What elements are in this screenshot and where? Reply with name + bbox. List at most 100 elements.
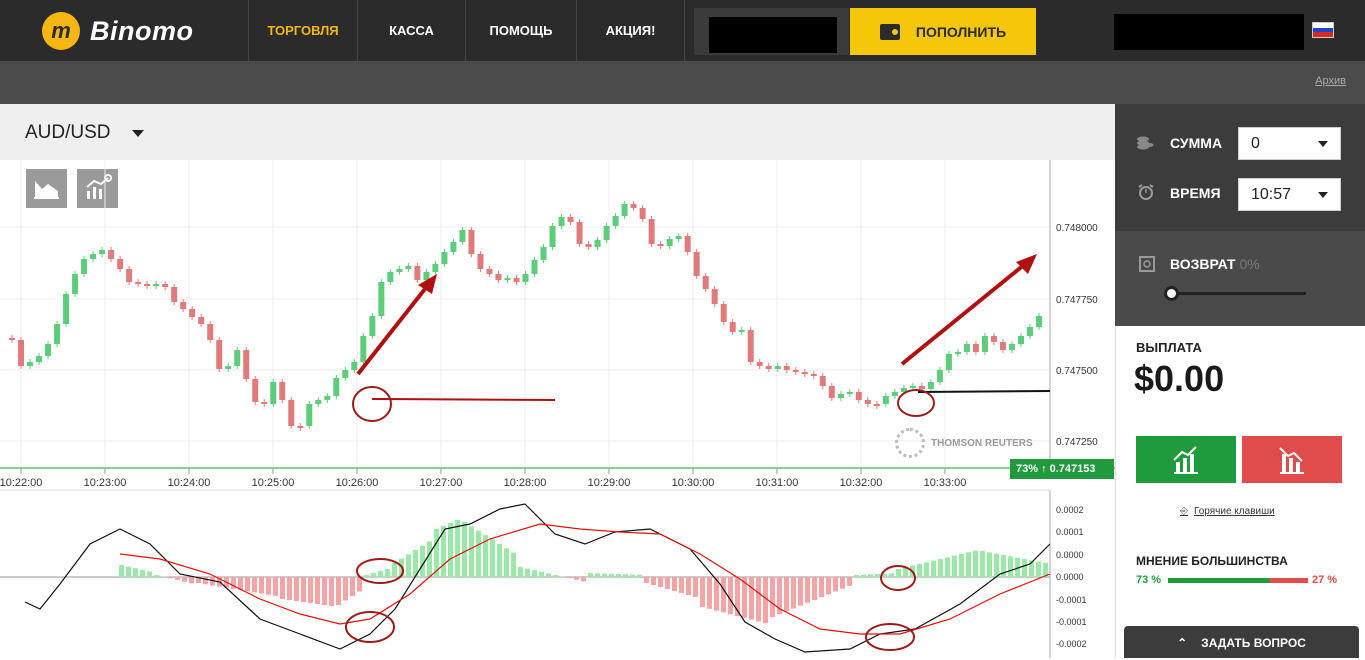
oscillator-tick-label: 0.0001 xyxy=(1056,527,1084,537)
histogram-bar xyxy=(889,573,894,577)
chevron-up-icon: ⌃ xyxy=(1177,636,1187,650)
call-up-button[interactable] xyxy=(1136,436,1236,483)
oscillator-tick-label: 0.0000 xyxy=(1056,550,1084,560)
histogram-bar xyxy=(728,577,733,614)
candle xyxy=(45,344,51,356)
candle xyxy=(793,370,799,372)
amount-select[interactable]: 0 xyxy=(1238,127,1341,160)
candle xyxy=(54,324,60,344)
histogram-bar xyxy=(462,522,467,577)
histogram-bar xyxy=(378,571,383,577)
histogram-bar xyxy=(588,573,593,577)
candle xyxy=(270,382,276,404)
histogram-bar xyxy=(791,577,796,609)
time-tick-label: 10:28:00 xyxy=(504,477,547,489)
histogram-bar xyxy=(504,548,509,577)
candle xyxy=(360,336,366,362)
archive-link[interactable]: Архив xyxy=(1315,75,1346,87)
histogram-bar xyxy=(924,562,929,577)
deposit-button[interactable]: ПОПОЛНИТЬ xyxy=(850,8,1036,55)
account-balance-redacted[interactable] xyxy=(709,17,837,53)
candle xyxy=(306,404,312,426)
candle xyxy=(477,254,483,269)
candle xyxy=(694,252,700,276)
candle xyxy=(288,400,294,426)
histogram-bar xyxy=(833,577,838,592)
ask-question-button[interactable]: ⌃ЗАДАТЬ ВОПРОС xyxy=(1124,626,1359,658)
user-info-redacted[interactable] xyxy=(1114,14,1304,50)
candle xyxy=(378,282,384,316)
candle xyxy=(27,362,33,366)
price-tick-label: 0.747500 xyxy=(1056,366,1098,377)
payout-value: $0.00 xyxy=(1134,358,1224,400)
histogram-bar xyxy=(182,577,187,582)
keyboard-icon: ⎆ xyxy=(1180,506,1188,517)
majority-up-percent: 73 % xyxy=(1136,574,1161,586)
histogram-bar xyxy=(994,554,999,577)
candle xyxy=(550,226,556,247)
candle xyxy=(495,274,501,280)
candle xyxy=(1018,336,1024,344)
candle xyxy=(468,230,474,254)
refund-slider-track[interactable] xyxy=(1172,292,1306,295)
candle xyxy=(36,356,42,362)
candle xyxy=(685,236,691,252)
candle xyxy=(523,274,529,282)
price-tick-label: 0.748000 xyxy=(1056,223,1098,234)
language-flag-icon[interactable] xyxy=(1312,22,1334,38)
candle xyxy=(72,274,78,294)
nav-help[interactable]: ПОМОЩЬ xyxy=(466,0,576,61)
histogram-bar xyxy=(476,531,481,577)
histogram-bar xyxy=(364,575,369,577)
candle xyxy=(829,386,835,398)
nav-promo[interactable]: АКЦИЯ! xyxy=(577,0,684,61)
put-down-button[interactable] xyxy=(1242,436,1342,483)
histogram-bar xyxy=(875,574,880,577)
candle xyxy=(613,216,619,226)
histogram-bar xyxy=(308,577,313,603)
candle xyxy=(369,316,375,336)
histogram-bar xyxy=(630,575,635,578)
histogram-bar xyxy=(952,556,957,577)
time-label: ВРЕМЯ xyxy=(1170,185,1221,201)
candle xyxy=(712,289,718,304)
nav-cashier[interactable]: КАССА xyxy=(358,0,465,61)
histogram-bar xyxy=(301,577,306,602)
histogram-bar xyxy=(553,575,558,577)
current-price-tag: 73% ↑ 0.747153 xyxy=(1010,459,1114,479)
candle xyxy=(99,250,105,254)
histogram-bar xyxy=(518,567,523,577)
hotkeys-link[interactable]: ⎆ Горячие клавиши xyxy=(1180,506,1275,517)
candle xyxy=(955,352,961,354)
histogram-bar xyxy=(854,575,859,577)
candle xyxy=(919,386,925,389)
time-select[interactable]: 10:57 xyxy=(1238,178,1341,211)
chevron-down-icon xyxy=(1318,192,1328,198)
candle xyxy=(441,252,447,264)
histogram-bar xyxy=(819,577,824,597)
histogram-bar xyxy=(896,569,901,577)
histogram-bar xyxy=(700,577,705,607)
candle xyxy=(847,392,853,394)
majority-up-bar xyxy=(1168,578,1270,583)
binomo-logo[interactable]: m Binomo xyxy=(42,12,194,50)
nav-trading[interactable]: ТОРГОВЛЯ xyxy=(249,0,357,61)
histogram-bar xyxy=(259,577,264,594)
refund-slider-handle[interactable] xyxy=(1164,286,1179,301)
candle xyxy=(459,230,465,242)
histogram-bar xyxy=(469,526,474,577)
histogram-bar xyxy=(931,561,936,577)
candle xyxy=(874,404,880,406)
histogram-bar xyxy=(637,575,642,577)
histogram-bar xyxy=(343,577,348,601)
candle xyxy=(396,269,402,272)
histogram-bar xyxy=(721,577,726,612)
candle xyxy=(405,266,411,269)
hotkeys-label: Горячие клавиши xyxy=(1194,506,1275,517)
candle xyxy=(973,344,979,352)
histogram-bar xyxy=(980,551,985,577)
candle xyxy=(198,317,204,324)
candle xyxy=(162,284,168,287)
